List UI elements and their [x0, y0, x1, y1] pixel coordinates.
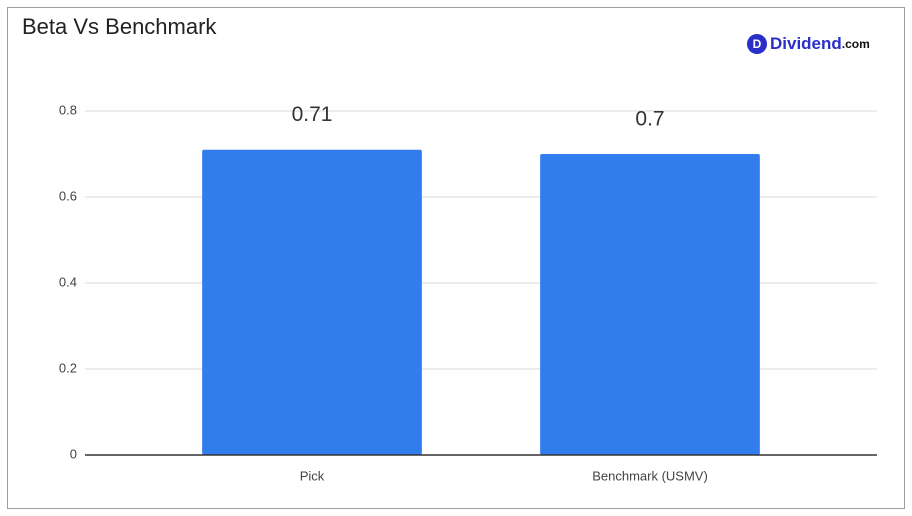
x-tick-label: Benchmark (USMV) — [592, 468, 708, 483]
logo-badge — [747, 34, 767, 54]
y-tick-label: 0.2 — [59, 360, 77, 375]
y-tick-label: 0.8 — [59, 102, 77, 117]
y-tick-label: 0 — [70, 446, 77, 461]
logo-suffix: .com — [842, 37, 870, 51]
chart-title: Beta Vs Benchmark — [22, 14, 217, 39]
bar — [202, 149, 422, 455]
y-tick-label: 0.4 — [59, 274, 77, 289]
frame — [7, 7, 905, 509]
bar — [540, 154, 760, 455]
data-label: 0.7 — [635, 108, 664, 131]
logo-name: Dividend — [770, 34, 842, 53]
data-label: 0.71 — [292, 103, 333, 126]
logo-text: Dividend.com — [770, 34, 870, 53]
logo-icon: D — [753, 37, 762, 51]
y-tick-label: 0.6 — [59, 188, 77, 203]
x-tick-label: Pick — [300, 468, 325, 483]
